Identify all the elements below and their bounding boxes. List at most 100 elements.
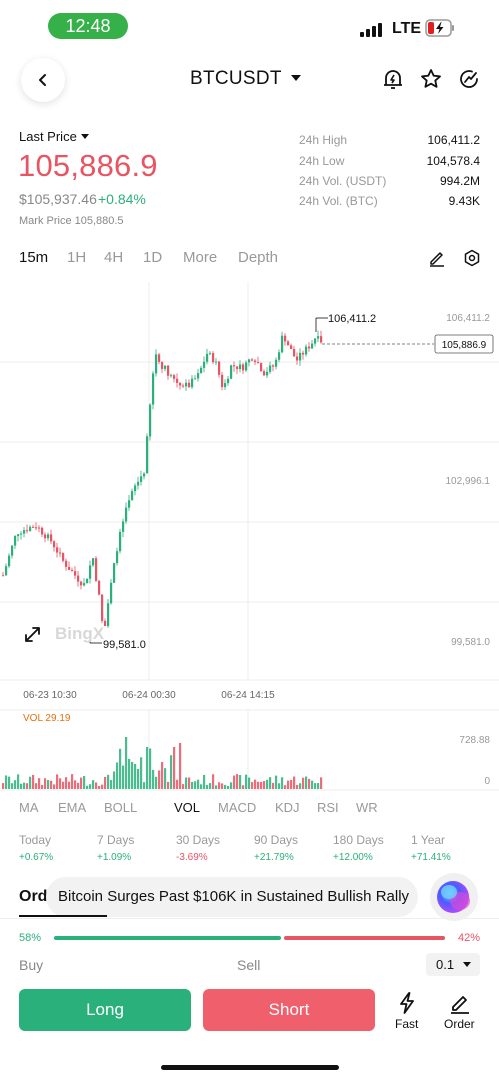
indicator-kdj[interactable]: KDJ [275, 800, 300, 815]
candle-body [233, 365, 235, 366]
y-axis-label-mid: 102,996.1 [446, 476, 491, 487]
candle-body [245, 362, 247, 370]
candle-body [242, 365, 244, 371]
long-button[interactable]: Long [19, 989, 191, 1031]
indicator-vol[interactable]: VOL [174, 800, 200, 815]
short-button[interactable]: Short [203, 989, 375, 1031]
back-arrow-icon [36, 73, 50, 87]
chart-grid [0, 282, 499, 790]
volume-bar [290, 780, 292, 789]
last-price-label[interactable]: Last Price [19, 129, 77, 144]
candle-body [140, 476, 142, 481]
tab-1d[interactable]: 1D [143, 249, 162, 266]
pair-caret-icon[interactable] [291, 75, 301, 81]
volume-bar [245, 775, 247, 789]
order-tab-label[interactable]: Ord [19, 888, 47, 906]
volume-bar [197, 780, 199, 789]
share-chart-icon[interactable] [457, 67, 481, 91]
candle-body [83, 583, 85, 585]
candle-body [173, 375, 175, 379]
buy-ratio-bar [54, 936, 281, 940]
tab-15m[interactable]: 15m [19, 249, 48, 266]
candle-body [26, 530, 28, 531]
perf-label-1y: 1 Year [411, 833, 445, 847]
volume-bar [80, 778, 82, 789]
volume-bar [143, 782, 145, 789]
back-button[interactable] [21, 58, 65, 102]
candle-body [269, 365, 271, 371]
candle-body [311, 344, 313, 349]
tab-1h[interactable]: 1H [67, 249, 86, 266]
indicator-macd[interactable]: MACD [218, 800, 256, 815]
volume-bar [317, 783, 319, 789]
tab-4h[interactable]: 4H [104, 249, 123, 266]
volume-bar [50, 781, 52, 789]
candle-body [320, 336, 322, 342]
tab-more[interactable]: More [183, 249, 217, 266]
candle-body [107, 603, 109, 626]
volume-bar [29, 777, 31, 789]
candle-body [11, 546, 13, 556]
volume-bar [119, 749, 121, 789]
tab-depth[interactable]: Depth [238, 249, 278, 266]
volume-bar [281, 777, 283, 789]
volume-bar [110, 780, 112, 789]
last-price-caret-icon[interactable] [81, 134, 89, 139]
candle-body [35, 527, 37, 528]
candle-body [251, 359, 253, 360]
sell-label: Sell [237, 957, 260, 973]
ai-assistant-icon[interactable] [430, 873, 478, 921]
volume-bar [44, 778, 46, 789]
perf-label-today: Today [19, 833, 51, 847]
indicator-ema[interactable]: EMA [58, 800, 86, 815]
candle-body [212, 353, 214, 362]
price-alert-icon[interactable] [381, 67, 405, 91]
candle-body [170, 375, 172, 376]
volume-bar [308, 779, 310, 789]
indicator-boll[interactable]: BOLL [104, 800, 137, 815]
perf-value-1y: +71.41% [411, 852, 451, 863]
candle-body [44, 534, 46, 538]
volume-bar [215, 785, 217, 789]
order-label[interactable]: Order [444, 1017, 475, 1031]
price-change: +0.84% [98, 191, 146, 207]
candle-body [182, 386, 184, 387]
indicator-rsi[interactable]: RSI [317, 800, 339, 815]
volume-bar [218, 782, 220, 789]
indicator-ma[interactable]: MA [19, 800, 39, 815]
news-banner[interactable]: Bitcoin Surges Past $106K in Sustained B… [46, 877, 418, 917]
candle-body [263, 371, 265, 375]
candle-body [149, 405, 151, 437]
order-pen-icon[interactable] [448, 992, 472, 1014]
candle-body [299, 353, 301, 361]
candle-body [275, 360, 277, 367]
volume-bar [47, 780, 49, 789]
fast-lightning-icon[interactable] [396, 992, 418, 1014]
candle-body [230, 365, 232, 379]
candle-body [155, 354, 157, 373]
indicator-wr[interactable]: WR [356, 800, 378, 815]
volume-bar [233, 776, 235, 789]
fast-label[interactable]: Fast [395, 1017, 418, 1031]
candle-body [278, 352, 280, 360]
candle-body [260, 363, 262, 371]
candle-body [179, 383, 181, 386]
candle-body [131, 491, 133, 500]
volume-bar [275, 776, 277, 789]
signal-icon [360, 21, 386, 37]
favorite-star-icon[interactable] [419, 67, 443, 91]
pair-selector[interactable]: BTCUSDT [190, 68, 282, 90]
volume-bar [209, 783, 211, 789]
chevron-down-icon [463, 962, 471, 967]
candle-body [296, 356, 298, 360]
fullscreen-expand-icon[interactable] [26, 628, 39, 641]
candle-body [92, 558, 94, 565]
candle-body [98, 581, 100, 595]
candle-body [17, 534, 19, 536]
candle-body [50, 534, 52, 541]
price-chart[interactable]: BingX 106,411.2 99,581.0 106,411.2 102,9… [0, 282, 499, 792]
draw-pencil-icon[interactable] [428, 249, 446, 267]
candle-body [197, 373, 199, 378]
quantity-select[interactable]: 0.1 [426, 953, 480, 976]
chart-settings-icon[interactable] [463, 249, 481, 267]
